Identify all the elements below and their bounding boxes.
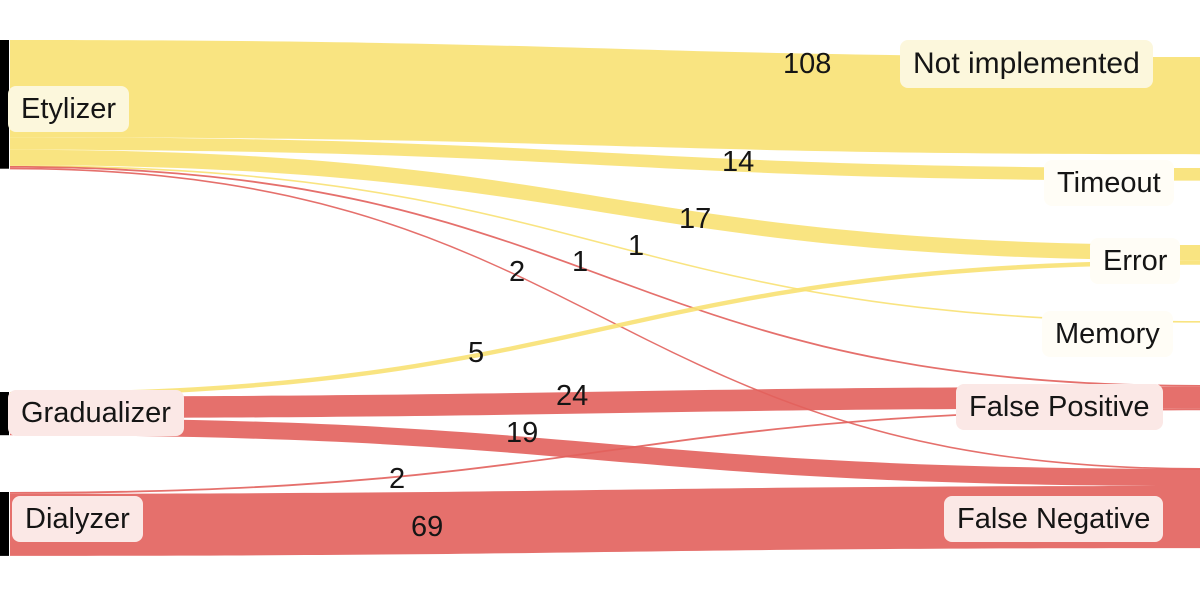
flow-dialyzer-to-false-negative (10, 486, 1200, 556)
flow-etylizer-to-error (10, 149, 1200, 261)
flow-etylizer-to-false-negative (10, 167, 1200, 470)
flow-gradualizer-to-false-positive (10, 386, 1200, 419)
node-label-dialyzer: Dialyzer (12, 496, 143, 543)
node-label-memory: Memory (1042, 311, 1173, 358)
flow-dialyzer-to-false-positive (10, 408, 1200, 494)
node-label-false-negative: False Negative (944, 496, 1164, 543)
flow-value-gradualizer-error: 5 (468, 337, 485, 369)
flow-etylizer-to-false-positive (10, 166, 1200, 387)
node-label-etylizer: Etylizer (8, 86, 130, 133)
node-label-error: Error (1090, 238, 1181, 285)
node-label-gradualizer: Gradualizer (8, 390, 184, 437)
flow-value-etylizer-timeout: 14 (722, 146, 755, 178)
flow-etylizer-to-memory (10, 165, 1200, 323)
flow-value-gradualizer-false-positive: 24 (556, 380, 589, 412)
flow-etylizer-to-timeout (10, 137, 1200, 181)
flow-value-gradualizer-false-negative: 19 (506, 417, 539, 449)
flow-gradualizer-to-false-negative (10, 418, 1200, 486)
flow-value-etylizer-memory: 1 (628, 230, 645, 262)
node-bar-etylizer (0, 40, 9, 169)
node-label-false-positive: False Positive (956, 384, 1163, 431)
flow-value-dialyzer-false-negative: 69 (411, 511, 444, 543)
flow-value-dialyzer-false-positive: 2 (389, 463, 406, 495)
flow-gradualizer-to-error (10, 260, 1200, 397)
flow-value-etylizer-not-implemented: 108 (783, 48, 832, 80)
node-label-not-implemented: Not implemented (900, 40, 1153, 88)
flow-value-etylizer-error: 17 (679, 203, 712, 235)
node-bar-gradualizer (0, 392, 9, 436)
node-bar-dialyzer (0, 492, 9, 556)
flow-value-etylizer-false-negative: 1 (572, 246, 589, 278)
node-label-timeout: Timeout (1044, 160, 1174, 207)
flow-value-etylizer-false-positive: 2 (509, 256, 526, 288)
